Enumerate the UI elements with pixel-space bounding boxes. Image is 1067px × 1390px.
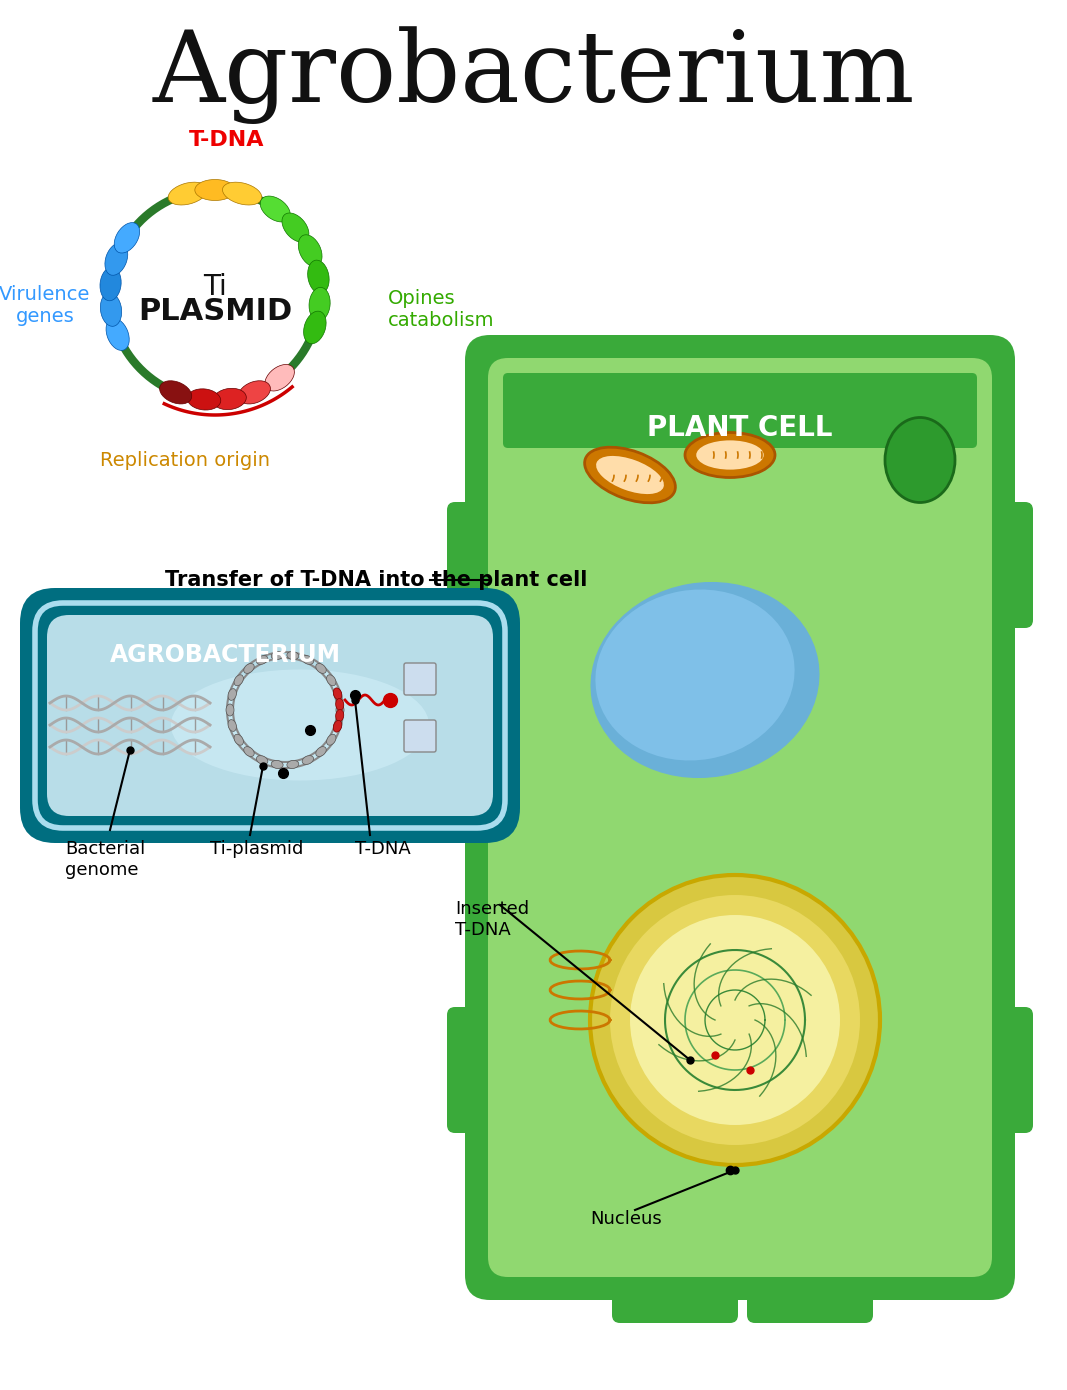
Ellipse shape bbox=[100, 267, 122, 300]
FancyBboxPatch shape bbox=[612, 1262, 738, 1323]
Ellipse shape bbox=[585, 448, 675, 503]
Text: Nucleus: Nucleus bbox=[590, 1211, 662, 1227]
Ellipse shape bbox=[596, 456, 664, 493]
Ellipse shape bbox=[228, 688, 237, 701]
Text: Transfer of T-DNA into the plant cell: Transfer of T-DNA into the plant cell bbox=[165, 570, 587, 589]
Ellipse shape bbox=[238, 381, 270, 404]
Text: Opines
catabolism: Opines catabolism bbox=[388, 289, 494, 331]
Ellipse shape bbox=[265, 364, 294, 391]
FancyBboxPatch shape bbox=[404, 720, 436, 752]
Text: AGROBACTERIUM: AGROBACTERIUM bbox=[110, 644, 341, 667]
Ellipse shape bbox=[333, 720, 341, 733]
FancyBboxPatch shape bbox=[47, 614, 493, 816]
Ellipse shape bbox=[595, 589, 795, 760]
Ellipse shape bbox=[188, 389, 221, 410]
Ellipse shape bbox=[697, 441, 764, 470]
Ellipse shape bbox=[171, 670, 429, 781]
FancyBboxPatch shape bbox=[404, 663, 436, 695]
Ellipse shape bbox=[309, 288, 330, 321]
Ellipse shape bbox=[334, 688, 341, 701]
Ellipse shape bbox=[685, 432, 775, 478]
Ellipse shape bbox=[271, 652, 283, 660]
Ellipse shape bbox=[256, 756, 268, 765]
Ellipse shape bbox=[302, 756, 314, 765]
Text: Agrobacterium: Agrobacterium bbox=[153, 26, 914, 124]
FancyBboxPatch shape bbox=[503, 373, 977, 448]
Text: PLANT CELL: PLANT CELL bbox=[648, 414, 832, 442]
Ellipse shape bbox=[243, 663, 254, 673]
Ellipse shape bbox=[299, 235, 322, 267]
Ellipse shape bbox=[256, 656, 268, 664]
Ellipse shape bbox=[336, 709, 344, 721]
Ellipse shape bbox=[307, 260, 329, 293]
Ellipse shape bbox=[282, 213, 309, 242]
Ellipse shape bbox=[114, 222, 140, 253]
Ellipse shape bbox=[590, 582, 819, 778]
Ellipse shape bbox=[336, 703, 344, 716]
Ellipse shape bbox=[327, 734, 336, 745]
FancyBboxPatch shape bbox=[488, 359, 992, 1277]
Ellipse shape bbox=[234, 734, 243, 745]
Text: Ti: Ti bbox=[203, 272, 227, 302]
Ellipse shape bbox=[213, 388, 246, 410]
Ellipse shape bbox=[302, 656, 314, 664]
Ellipse shape bbox=[260, 196, 290, 222]
Ellipse shape bbox=[226, 703, 234, 716]
Text: Replication origin: Replication origin bbox=[100, 450, 270, 470]
Text: Ti-plasmid: Ti-plasmid bbox=[210, 840, 303, 858]
Ellipse shape bbox=[228, 720, 237, 731]
Text: T-DNA: T-DNA bbox=[189, 131, 265, 150]
Ellipse shape bbox=[234, 674, 243, 685]
Text: PLASMID: PLASMID bbox=[138, 296, 292, 325]
Text: Virulence
genes: Virulence genes bbox=[0, 285, 91, 325]
Ellipse shape bbox=[304, 311, 327, 343]
Text: Inserted
T-DNA: Inserted T-DNA bbox=[455, 899, 529, 938]
FancyBboxPatch shape bbox=[977, 502, 1033, 628]
Ellipse shape bbox=[169, 182, 207, 204]
Ellipse shape bbox=[287, 652, 299, 660]
Ellipse shape bbox=[105, 243, 128, 275]
Ellipse shape bbox=[195, 179, 235, 200]
FancyBboxPatch shape bbox=[977, 1006, 1033, 1133]
FancyBboxPatch shape bbox=[747, 1262, 873, 1323]
Ellipse shape bbox=[223, 182, 261, 204]
Ellipse shape bbox=[316, 746, 327, 756]
Ellipse shape bbox=[333, 688, 341, 699]
Ellipse shape bbox=[336, 699, 344, 710]
Text: Bacterial
genome: Bacterial genome bbox=[65, 840, 145, 878]
Ellipse shape bbox=[316, 663, 327, 673]
FancyBboxPatch shape bbox=[20, 588, 520, 842]
Ellipse shape bbox=[885, 417, 955, 503]
Text: T-DNA: T-DNA bbox=[355, 840, 411, 858]
Ellipse shape bbox=[271, 760, 283, 769]
Ellipse shape bbox=[334, 720, 341, 731]
Circle shape bbox=[610, 895, 860, 1145]
FancyBboxPatch shape bbox=[465, 335, 1015, 1300]
Ellipse shape bbox=[106, 318, 129, 350]
FancyBboxPatch shape bbox=[447, 1006, 503, 1133]
Circle shape bbox=[630, 915, 840, 1125]
Ellipse shape bbox=[100, 293, 122, 327]
Circle shape bbox=[590, 874, 880, 1165]
Ellipse shape bbox=[287, 760, 299, 769]
Ellipse shape bbox=[243, 746, 254, 756]
Ellipse shape bbox=[327, 674, 336, 685]
FancyBboxPatch shape bbox=[447, 502, 503, 628]
Ellipse shape bbox=[160, 381, 192, 404]
